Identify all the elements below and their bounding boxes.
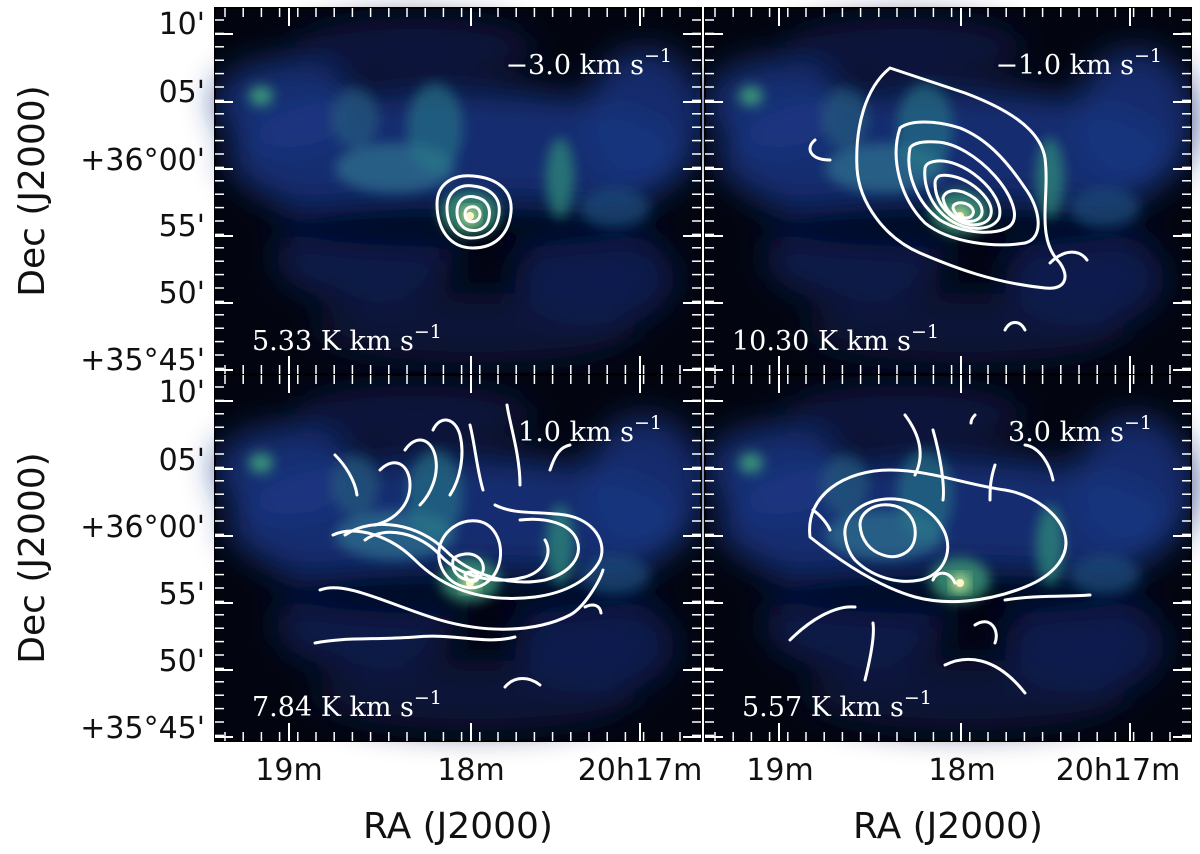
- velocity-label-panel-2: −1.0 km s−1: [995, 45, 1162, 81]
- contour: [923, 159, 1002, 230]
- contour: [318, 568, 605, 631]
- contour: [313, 634, 517, 645]
- y-tick-label: 50': [159, 644, 205, 679]
- panel-bottom-left: [215, 375, 705, 741]
- contour: [808, 138, 832, 162]
- contour: [969, 413, 977, 425]
- contour: [505, 403, 522, 487]
- panel-frame: [704, 374, 1192, 742]
- y-tick-label: 55': [159, 577, 205, 612]
- contours-panel-1: [435, 174, 513, 250]
- contour: [973, 620, 998, 645]
- contour: [431, 418, 464, 497]
- contour: [788, 605, 857, 642]
- contour: [583, 603, 603, 615]
- x-axis-title-left: RA (J2000): [363, 806, 553, 847]
- contour-step-panel-3: 7.84 K km s−1: [252, 687, 442, 723]
- y-tick-label: +36°00': [80, 510, 205, 545]
- contour: [907, 140, 1016, 234]
- contour: [931, 571, 957, 585]
- contour: [363, 530, 550, 582]
- contour: [445, 184, 501, 240]
- x-tick-labels-right: 19m 18m 20h17m: [746, 753, 1180, 788]
- y-tick-labels-top: 10' 05' +36°00' 55' 50' +35°45': [80, 7, 205, 378]
- contours-panel-4: [788, 413, 1092, 695]
- x-tick-label: 18m: [928, 753, 995, 788]
- contours-panel-3: [313, 403, 605, 689]
- contour: [503, 677, 542, 689]
- contour: [333, 453, 359, 497]
- y-tick-labels-bottom: 10' 05' +36°00' 55' 50' +35°45': [80, 375, 205, 746]
- y-tick-label: 05': [159, 75, 205, 110]
- contour: [855, 66, 1067, 290]
- velocity-label-panel-1: −3.0 km s−1: [505, 45, 672, 81]
- y-tick-label: +35°45': [80, 343, 205, 378]
- velocity-label-panel-4: 3.0 km s−1: [1008, 412, 1152, 448]
- contour: [894, 120, 1040, 247]
- contour: [951, 201, 975, 220]
- contour: [343, 517, 580, 584]
- contour: [941, 189, 984, 223]
- contour: [1003, 593, 1092, 602]
- x-tick-label: 19m: [255, 753, 322, 788]
- y-axis-title-top: Dec (J2000): [12, 85, 53, 296]
- panel-bottom-right: [705, 375, 1195, 741]
- y-axis-title-bottom: Dec (J2000): [12, 452, 53, 663]
- contour: [437, 519, 503, 590]
- contour: [463, 205, 482, 224]
- x-tick-label: 20h17m: [578, 753, 703, 788]
- x-tick-labels-left: 19m 18m 20h17m: [255, 753, 702, 788]
- contour-step-panel-4: 5.57 K km s−1: [742, 687, 932, 723]
- contour: [943, 657, 1027, 695]
- contour: [1048, 250, 1089, 265]
- contour: [548, 443, 572, 472]
- panel-frame: [214, 374, 702, 742]
- velocity-label-panel-3: 1.0 km s−1: [518, 412, 662, 448]
- contour: [403, 438, 438, 507]
- contour: [373, 461, 412, 527]
- y-tick-label: 50': [159, 276, 205, 311]
- contour: [1023, 443, 1055, 482]
- contour: [843, 497, 950, 583]
- contour: [435, 174, 513, 250]
- x-axis-title-right: RA (J2000): [853, 806, 1043, 847]
- contour: [931, 428, 945, 502]
- contour: [1003, 321, 1027, 332]
- contour: [858, 503, 917, 559]
- panel-frames: [214, 7, 1192, 742]
- contour: [455, 195, 491, 232]
- contour-step-panel-1: 5.33 K km s−1: [252, 321, 442, 357]
- y-tick-label: 55': [159, 209, 205, 244]
- contours-panel-2: [808, 66, 1089, 332]
- contour: [811, 508, 832, 532]
- y-tick-label: +35°45': [80, 711, 205, 746]
- y-tick-label: 10': [159, 375, 205, 410]
- contour: [903, 413, 922, 477]
- contour: [863, 621, 875, 682]
- contour: [988, 463, 997, 502]
- panel-top-right: [705, 8, 1195, 374]
- contour: [331, 503, 604, 600]
- y-tick-label: +36°00': [80, 143, 205, 178]
- contour: [808, 468, 1068, 604]
- x-tick-label: 19m: [746, 753, 813, 788]
- y-tick-label: 10': [159, 7, 205, 42]
- y-tick-label: 05': [159, 443, 205, 478]
- x-tick-label: 20h17m: [1056, 753, 1181, 788]
- x-tick-label: 18m: [437, 753, 504, 788]
- contour: [451, 552, 485, 582]
- contour-step-panel-2: 10.30 K km s−1: [732, 321, 939, 357]
- contour: [468, 423, 485, 492]
- contour: [463, 570, 480, 583]
- panel-top-left: [215, 8, 705, 374]
